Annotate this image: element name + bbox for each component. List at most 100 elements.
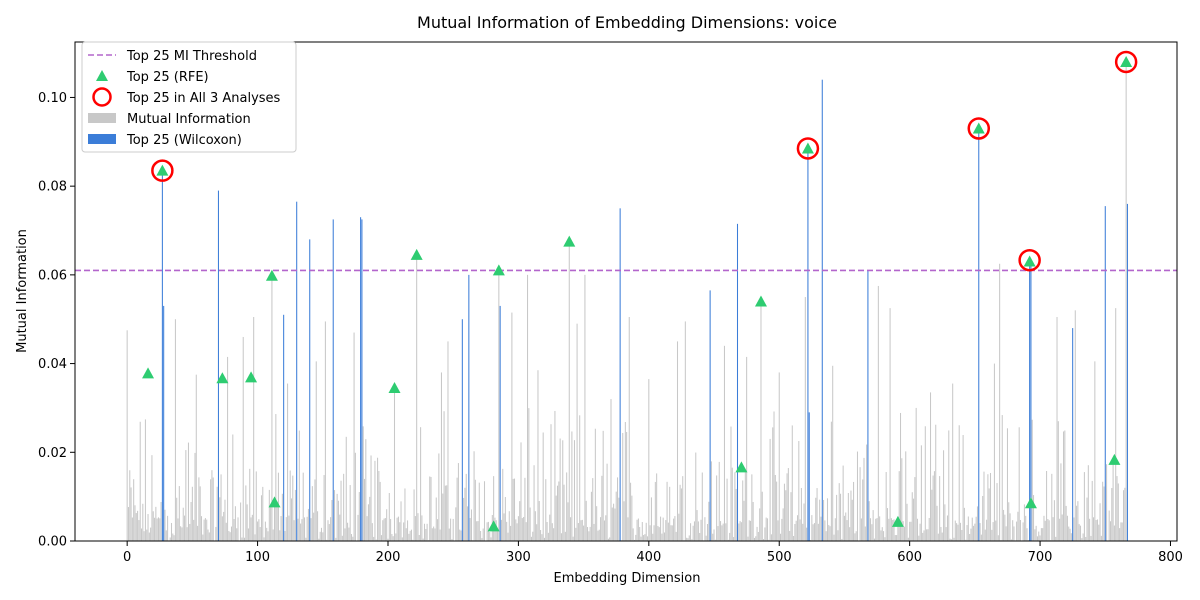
mi-bar [710,461,712,541]
mi-bar [137,510,139,541]
mi-bar [594,428,596,541]
mi-bar [725,523,727,541]
mi-bar [281,493,283,541]
mi-bar [841,538,843,541]
mi-bar [211,470,213,541]
mi-bar [138,520,140,541]
mi-bar [1120,522,1122,541]
mi-bar [557,485,559,541]
mi-bar [232,434,234,541]
mi-bar [275,414,277,541]
mi-bar [643,535,645,541]
mi-bar [845,512,847,541]
mi-bar [617,477,619,541]
mi-bar [334,490,336,541]
mi-bar [366,516,368,541]
x-axis-ticks: 0 100 200 300 400 500 600 700 800 [123,541,1183,565]
mi-bar [743,500,745,541]
mi-bar [632,528,634,541]
mi-bar [421,515,423,541]
mi-bar [1085,536,1087,541]
mi-bar [268,489,270,541]
mi-bar [1017,511,1019,541]
mi-bar [989,472,992,541]
mi-bar [890,518,892,541]
mi-bar [508,511,510,541]
mi-bar [563,484,565,541]
wilcoxon-bar [1030,266,1032,541]
mi-bar [723,345,725,541]
mi-bar [855,531,857,541]
mi-bar [676,341,679,541]
mi-bar [1087,465,1089,541]
mi-bar [388,493,390,541]
mi-bar [846,520,848,541]
mi-bar [527,274,529,541]
rfe-marker [216,372,229,384]
mi-bar [405,528,407,541]
mi-bar [1006,428,1008,541]
mi-bar [729,532,731,541]
mi-bar [935,424,937,541]
mi-bar [476,521,478,541]
mi-bar [1004,514,1006,541]
mi-bar [863,457,865,541]
mi-bar [662,517,664,541]
mi-bar [976,506,978,541]
mi-bar [298,430,300,541]
mi-bar [875,518,877,541]
mi-bar [783,483,785,541]
mi-bar [326,539,328,541]
mi-bar [220,474,222,541]
mi-bar [945,527,947,541]
mi-bar [1109,521,1112,541]
mi-bar [825,531,827,541]
mi-bar [1008,502,1010,541]
mi-bar [584,274,586,541]
mi-bar [1079,525,1082,541]
legend-all3-swatch [92,87,112,107]
mi-bar [1003,509,1005,541]
wilcoxon-bar [821,79,823,541]
mi-bar [150,527,152,541]
mi-bar [439,529,441,541]
mi-bar [555,495,557,541]
x-tick-label: 700 [1028,550,1053,565]
mi-bar [221,516,223,541]
mi-bar [984,529,986,541]
mi-bar [992,522,994,541]
mi-bar [944,504,946,541]
mi-bar [1044,520,1046,541]
rfe-marker [563,235,576,247]
mi-bar [590,491,592,541]
mi-bar [630,482,632,541]
mi-bar [343,473,345,541]
mi-bar [686,537,688,541]
mi-bar [280,516,282,541]
mi-bar [782,508,784,541]
mi-bar [344,528,346,541]
mi-bar [199,486,201,541]
mi-bar [892,520,894,541]
rfe-marker [1120,55,1133,67]
mi-bar [195,374,197,541]
mi-bar [331,499,333,541]
mi-bar [747,536,749,541]
mi-bar [680,488,682,541]
mi-bar [610,399,612,541]
mi-bar [311,486,313,541]
mi-bar [701,472,703,541]
mi-bar [554,410,556,541]
mi-bar [223,511,225,541]
mi-bar [802,523,804,541]
mi-bar [568,241,570,541]
mi-bar [776,481,778,541]
mi-bar [962,435,964,541]
mi-bar [613,503,615,541]
mi-bar [374,460,376,541]
mi-bar [208,532,210,541]
mi-bar [580,520,582,541]
mi-bar [142,503,144,541]
rfe-marker [487,520,500,532]
mi-bar [127,507,129,541]
